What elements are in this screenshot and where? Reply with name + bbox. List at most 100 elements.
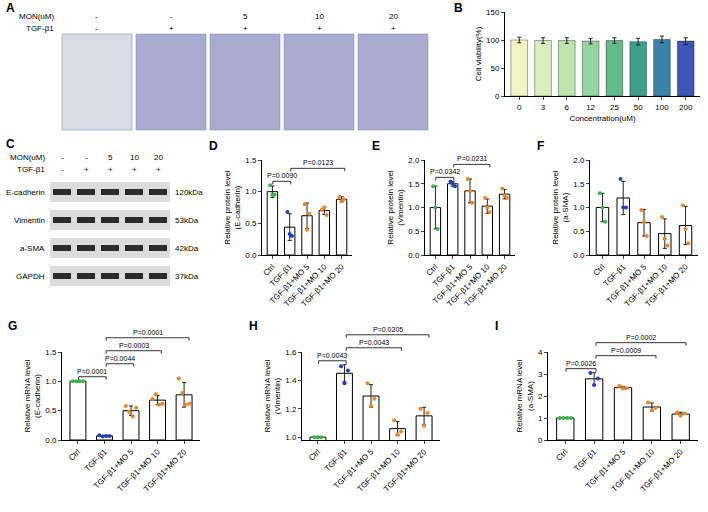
svg-text:37kDa: 37kDa bbox=[175, 272, 199, 281]
svg-text:B: B bbox=[454, 1, 463, 15]
svg-text:TGF-β1: TGF-β1 bbox=[602, 262, 628, 288]
svg-text:0.5: 0.5 bbox=[45, 406, 57, 415]
svg-text:P=0.0001: P=0.0001 bbox=[133, 329, 163, 336]
svg-text:50: 50 bbox=[634, 103, 643, 112]
svg-text:TGF-β1+MO 20: TGF-β1+MO 20 bbox=[639, 447, 686, 494]
svg-text:-: - bbox=[85, 153, 88, 162]
svg-text:50: 50 bbox=[490, 64, 499, 73]
svg-text:P=0.0123: P=0.0123 bbox=[303, 159, 333, 166]
svg-text:200: 200 bbox=[679, 103, 693, 112]
svg-text:TGF-β1+MO 5: TGF-β1+MO 5 bbox=[605, 262, 648, 305]
svg-text:P=0.0001: P=0.0001 bbox=[77, 368, 107, 375]
svg-text:1.0: 1.0 bbox=[408, 203, 420, 212]
svg-text:1.6: 1.6 bbox=[285, 348, 297, 357]
svg-text:P=0.0009: P=0.0009 bbox=[611, 347, 641, 354]
svg-text:4: 4 bbox=[538, 348, 543, 357]
svg-text:+: + bbox=[108, 165, 113, 174]
svg-text:1.5: 1.5 bbox=[573, 180, 585, 189]
svg-text:TGF-β1+MO 20: TGF-β1+MO 20 bbox=[644, 262, 691, 309]
svg-text:100: 100 bbox=[486, 36, 500, 45]
svg-text:TGF-β1+MO 5: TGF-β1+MO 5 bbox=[92, 447, 135, 490]
svg-text:0.0: 0.0 bbox=[45, 436, 57, 445]
svg-text:TGF-β1+MO 10: TGF-β1+MO 10 bbox=[610, 447, 657, 494]
svg-text:A: A bbox=[6, 1, 15, 15]
svg-text:1.0: 1.0 bbox=[285, 433, 297, 442]
svg-text:Cell viability(%): Cell viability(%) bbox=[474, 26, 483, 81]
svg-text:0: 0 bbox=[517, 103, 522, 112]
svg-text:2: 2 bbox=[538, 392, 543, 401]
svg-text:0: 0 bbox=[495, 92, 500, 101]
svg-text:0.0: 0.0 bbox=[408, 251, 420, 260]
svg-text:-: - bbox=[61, 165, 64, 174]
svg-text:TGF-β1+MO 20: TGF-β1+MO 20 bbox=[142, 447, 189, 494]
svg-text:Ctrl: Ctrl bbox=[261, 262, 276, 277]
svg-text:TGF-β1: TGF-β1 bbox=[323, 447, 349, 473]
svg-text:TGF-β1+MO 5: TGF-β1+MO 5 bbox=[268, 262, 311, 305]
svg-text:120kDa: 120kDa bbox=[175, 188, 203, 197]
svg-text:Ctrl: Ctrl bbox=[592, 262, 607, 277]
svg-text:TGF-β1+MO 10: TGF-β1+MO 10 bbox=[282, 262, 329, 309]
svg-text:G: G bbox=[8, 319, 17, 333]
svg-text:150: 150 bbox=[486, 8, 500, 17]
svg-text:6: 6 bbox=[565, 103, 570, 112]
svg-text:25: 25 bbox=[610, 103, 619, 112]
svg-text:Ctrl: Ctrl bbox=[67, 447, 82, 462]
svg-text:2.0: 2.0 bbox=[408, 156, 420, 165]
svg-text:TGF-β1: TGF-β1 bbox=[26, 24, 54, 33]
svg-text:Relative protein level(a-SMA): Relative protein level(a-SMA) bbox=[551, 170, 570, 244]
svg-text:-: - bbox=[95, 12, 98, 21]
svg-text:H: H bbox=[249, 319, 258, 333]
svg-text:P=0.0003: P=0.0003 bbox=[119, 342, 149, 349]
svg-text:0.5: 0.5 bbox=[573, 227, 585, 236]
svg-text:TGF-β1+MO 10: TGF-β1+MO 10 bbox=[445, 262, 492, 309]
svg-text:Relative mRNA level(E-cadherin: Relative mRNA level(E-cadherin) bbox=[23, 359, 42, 432]
svg-text:3: 3 bbox=[541, 103, 546, 112]
svg-text:TGF-β1+MO 10: TGF-β1+MO 10 bbox=[116, 447, 163, 494]
svg-text:D: D bbox=[209, 139, 218, 153]
svg-text:TGF-β1: TGF-β1 bbox=[572, 447, 598, 473]
svg-text:P=0.0002: P=0.0002 bbox=[626, 334, 656, 341]
svg-text:20: 20 bbox=[154, 153, 163, 162]
svg-text:20: 20 bbox=[389, 12, 398, 21]
svg-text:Ctrl: Ctrl bbox=[554, 447, 569, 462]
svg-text:+: + bbox=[156, 165, 161, 174]
svg-text:TGF-β1+MO 5: TGF-β1+MO 5 bbox=[431, 262, 474, 305]
svg-text:MON(uM): MON(uM) bbox=[10, 153, 45, 162]
svg-text:Vimentin: Vimentin bbox=[14, 216, 45, 225]
svg-text:1.0: 1.0 bbox=[573, 203, 585, 212]
svg-text:1.5: 1.5 bbox=[45, 348, 57, 357]
svg-text:TGF-β1+MO 20: TGF-β1+MO 20 bbox=[463, 262, 510, 309]
svg-text:0.5: 0.5 bbox=[408, 227, 420, 236]
svg-text:+: + bbox=[84, 165, 89, 174]
svg-text:Relative mRNA level(Vimentin): Relative mRNA level(Vimentin) bbox=[263, 359, 282, 432]
svg-text:TGF-β1: TGF-β1 bbox=[431, 262, 457, 288]
svg-text:0: 0 bbox=[538, 436, 543, 445]
svg-text:0.5: 0.5 bbox=[245, 219, 257, 228]
svg-text:1.0: 1.0 bbox=[45, 377, 57, 386]
svg-text:0.0: 0.0 bbox=[573, 251, 585, 260]
svg-text:GAPDH: GAPDH bbox=[16, 272, 45, 281]
svg-text:Concentration(uM): Concentration(uM) bbox=[569, 114, 636, 123]
svg-text:+: + bbox=[169, 24, 174, 33]
svg-text:TGF-β1: TGF-β1 bbox=[268, 262, 294, 288]
svg-text:+: + bbox=[317, 24, 322, 33]
svg-text:5: 5 bbox=[243, 12, 248, 21]
svg-text:1.2: 1.2 bbox=[285, 405, 297, 414]
svg-text:Relative mRNA level(a-SMA): Relative mRNA level(a-SMA) bbox=[515, 359, 534, 432]
svg-text:1: 1 bbox=[538, 414, 543, 423]
svg-text:3: 3 bbox=[538, 370, 543, 379]
svg-text:TGF-β1+MO 20: TGF-β1+MO 20 bbox=[382, 447, 429, 494]
svg-text:Relative protein level(Vimenti: Relative protein level(Vimentin) bbox=[386, 170, 405, 244]
svg-text:C: C bbox=[6, 137, 15, 151]
svg-text:1.5: 1.5 bbox=[245, 156, 257, 165]
svg-text:+: + bbox=[391, 24, 396, 33]
svg-text:P=0.0043: P=0.0043 bbox=[317, 352, 347, 359]
svg-text:+: + bbox=[243, 24, 248, 33]
svg-text:1.5: 1.5 bbox=[408, 180, 420, 189]
svg-text:42kDa: 42kDa bbox=[175, 244, 199, 253]
svg-text:0.0: 0.0 bbox=[245, 251, 257, 260]
svg-text:a-SMA: a-SMA bbox=[20, 244, 45, 253]
svg-text:MON(uM): MON(uM) bbox=[19, 12, 54, 21]
svg-text:TGF-β1+MO 10: TGF-β1+MO 10 bbox=[356, 447, 403, 494]
svg-text:1.0: 1.0 bbox=[245, 187, 257, 196]
